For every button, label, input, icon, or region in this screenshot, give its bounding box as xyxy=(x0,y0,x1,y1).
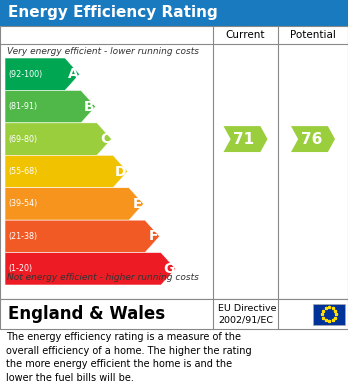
Polygon shape xyxy=(5,220,160,253)
Text: 71: 71 xyxy=(233,131,254,147)
Text: B: B xyxy=(84,100,95,114)
Text: (39-54): (39-54) xyxy=(8,199,37,208)
Text: Energy Efficiency Rating: Energy Efficiency Rating xyxy=(8,5,218,20)
Text: (92-100): (92-100) xyxy=(8,70,42,79)
Text: C: C xyxy=(100,132,111,146)
Bar xyxy=(0,26,348,299)
Text: (55-68): (55-68) xyxy=(8,167,37,176)
Text: Potential: Potential xyxy=(290,30,336,40)
Text: EU Directive
2002/91/EC: EU Directive 2002/91/EC xyxy=(218,304,277,324)
Bar xyxy=(0,299,348,329)
Bar xyxy=(0,0,348,26)
Text: Not energy efficient - higher running costs: Not energy efficient - higher running co… xyxy=(7,273,199,283)
Text: 76: 76 xyxy=(301,131,322,147)
Text: E: E xyxy=(133,197,143,211)
Polygon shape xyxy=(5,58,80,90)
Text: (21-38): (21-38) xyxy=(8,232,37,241)
Polygon shape xyxy=(5,90,96,123)
Text: England & Wales: England & Wales xyxy=(8,305,165,323)
Text: F: F xyxy=(149,230,159,243)
Text: (1-20): (1-20) xyxy=(8,264,32,273)
Polygon shape xyxy=(291,126,335,152)
Text: (81-91): (81-91) xyxy=(8,102,37,111)
Text: D: D xyxy=(115,165,127,179)
Text: Current: Current xyxy=(226,30,265,40)
Text: G: G xyxy=(163,262,175,276)
Text: A: A xyxy=(68,67,79,81)
Text: Very energy efficient - lower running costs: Very energy efficient - lower running co… xyxy=(7,47,199,56)
Text: (69-80): (69-80) xyxy=(8,135,37,143)
Polygon shape xyxy=(5,123,112,155)
Bar xyxy=(313,303,345,325)
Polygon shape xyxy=(5,155,128,188)
Polygon shape xyxy=(223,126,268,152)
Polygon shape xyxy=(5,253,176,285)
Polygon shape xyxy=(5,188,144,220)
Text: The energy efficiency rating is a measure of the
overall efficiency of a home. T: The energy efficiency rating is a measur… xyxy=(6,332,252,383)
